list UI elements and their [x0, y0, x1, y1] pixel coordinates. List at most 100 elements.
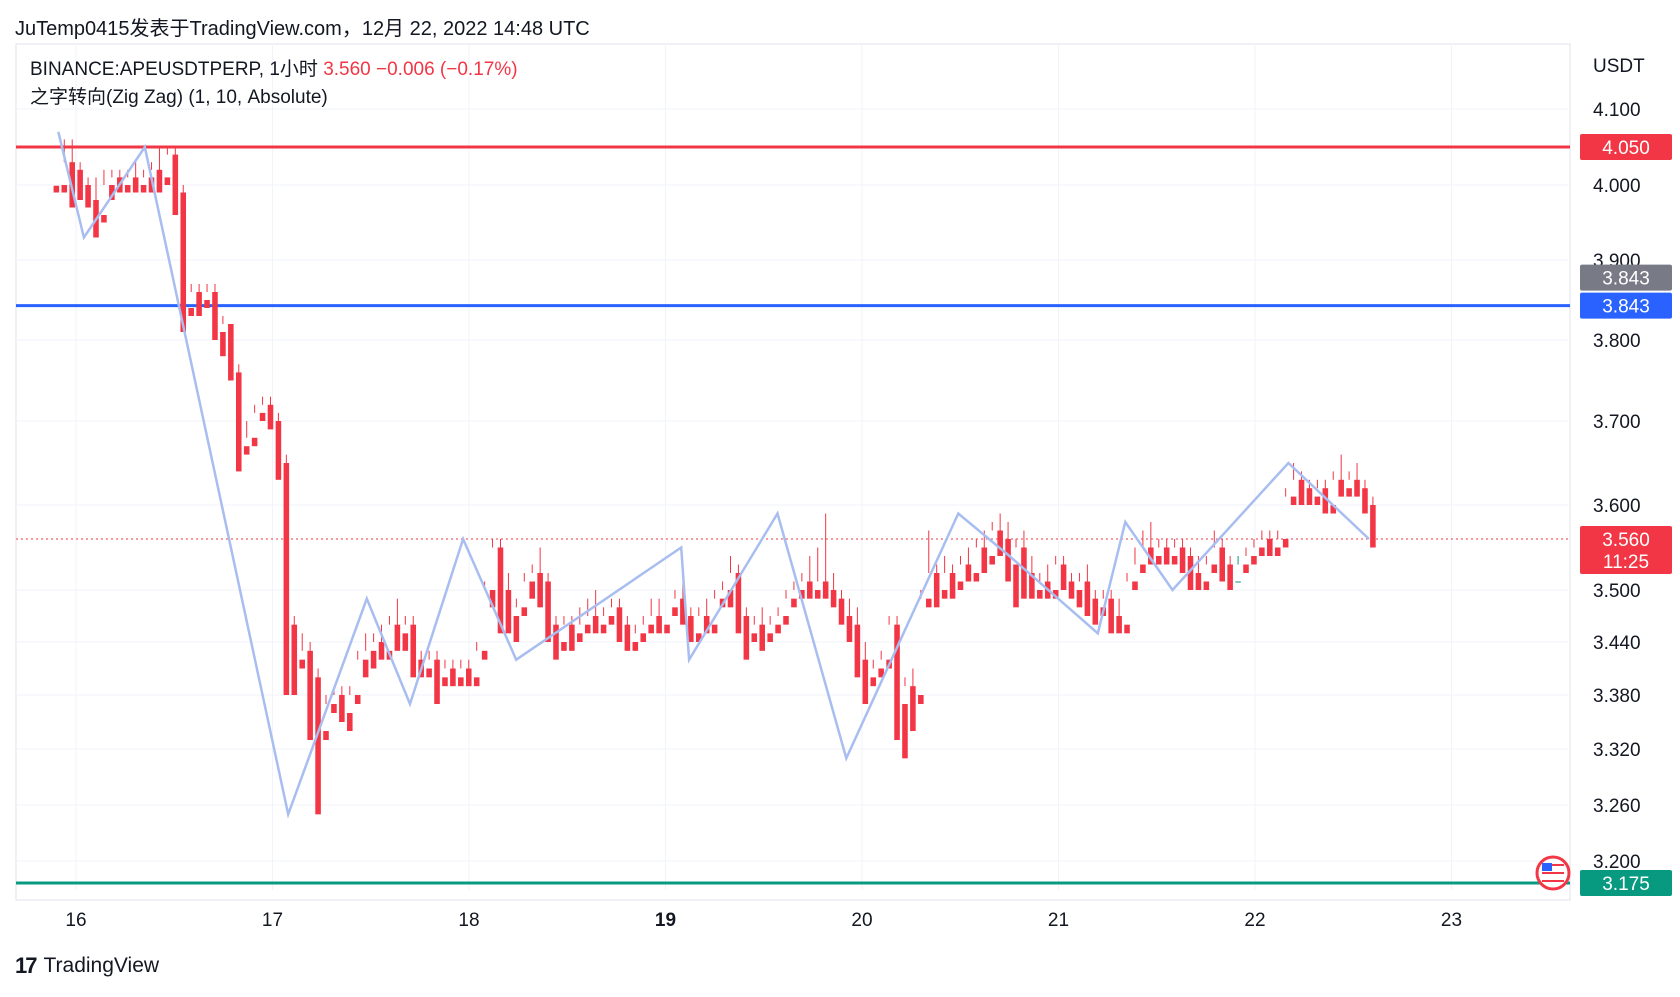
- y-tick-label: 3.380: [1593, 686, 1641, 707]
- candle-body: [85, 185, 91, 208]
- candle-body: [132, 177, 139, 193]
- candle-body: [156, 169, 163, 193]
- y-tick-label: 3.200: [1593, 852, 1641, 873]
- candle-body: [759, 624, 765, 651]
- candle-body: [1362, 488, 1368, 514]
- candle-body: [1068, 581, 1075, 599]
- current-price-badge-countdown: 11:25: [1603, 552, 1649, 573]
- x-tick-label: 16: [65, 910, 86, 931]
- candle-body: [1211, 564, 1218, 573]
- candle-body: [775, 624, 781, 634]
- candle-body: [640, 633, 647, 642]
- indicator-label[interactable]: 之字转向(Zig Zag) (1, 10, Absolute): [30, 87, 328, 108]
- candle-body: [204, 300, 210, 308]
- candle-body: [1259, 547, 1265, 556]
- x-tick-label: 23: [1441, 910, 1462, 931]
- candle-body: [1060, 564, 1067, 590]
- candle-body: [1314, 496, 1321, 505]
- candle-body: [1354, 479, 1360, 497]
- candle-body: [965, 564, 972, 582]
- candle-body: [957, 581, 964, 590]
- candle-body: [1298, 479, 1305, 505]
- candle-body: [838, 598, 845, 625]
- candle-body: [656, 616, 662, 634]
- candle-body: [561, 642, 567, 651]
- current-price-badge-bg: [1580, 526, 1672, 574]
- candle-body: [61, 185, 68, 193]
- candle-body: [624, 624, 631, 651]
- legend-change: −0.006 (−0.17%): [376, 59, 518, 80]
- candle-body: [442, 677, 448, 687]
- candle-body: [307, 650, 313, 740]
- candle-body: [394, 624, 401, 651]
- candle-body: [1322, 488, 1329, 514]
- candle-body: [537, 573, 543, 608]
- candle-body: [101, 215, 107, 223]
- candle-body: [473, 677, 480, 687]
- candle-body: [577, 633, 583, 642]
- candle-body: [933, 573, 940, 608]
- y-tick-label: 3.800: [1593, 331, 1641, 352]
- x-tick-label: 19: [655, 910, 676, 931]
- candle-body: [569, 624, 575, 651]
- symbol-label[interactable]: BINANCE:APEUSDTPERP, 1小时: [30, 59, 318, 80]
- candle-body: [1132, 581, 1138, 590]
- candle-body: [632, 642, 639, 651]
- candle-body: [458, 677, 464, 687]
- candle-body: [148, 177, 155, 193]
- candle-body: [862, 659, 869, 704]
- candle-body: [53, 185, 60, 193]
- candle-body: [949, 573, 956, 599]
- candle-body: [751, 633, 758, 642]
- flag-canton: [1542, 863, 1552, 871]
- candle-body: [267, 404, 274, 430]
- candle-body: [1116, 616, 1122, 634]
- candle-body: [854, 624, 861, 678]
- candle-body: [727, 590, 734, 608]
- candle-body: [600, 624, 607, 634]
- candle-body: [695, 633, 702, 642]
- candle-body: [1195, 573, 1202, 590]
- currency-label: USDT: [1593, 56, 1645, 77]
- candle-body: [672, 607, 678, 616]
- candle-body: [910, 686, 916, 731]
- candle-body: [822, 581, 829, 599]
- candle-body: [545, 581, 551, 642]
- candle-body: [124, 185, 131, 193]
- candle-body: [235, 372, 242, 472]
- current-price-badge-label: 3.560: [1602, 530, 1650, 551]
- candle-body: [251, 437, 258, 447]
- y-tick-label: 3.320: [1593, 740, 1641, 761]
- candle-body: [1076, 590, 1083, 608]
- candle-body: [553, 624, 559, 660]
- candle-body: [315, 677, 321, 815]
- candle-body: [1370, 505, 1376, 548]
- candle-body: [703, 616, 710, 634]
- candle-body: [378, 642, 385, 660]
- candle-body: [664, 624, 670, 634]
- candle-body: [1140, 564, 1146, 573]
- candle-body: [688, 616, 694, 642]
- candle-body: [941, 590, 948, 599]
- candle-body: [870, 677, 877, 687]
- y-tick-label: 4.100: [1593, 100, 1641, 121]
- y-tick-label: 3.700: [1593, 412, 1641, 433]
- level-badge-label: 4.050: [1602, 138, 1650, 159]
- plot-frame: [15, 43, 1571, 901]
- footer-brand[interactable]: 17 TradingView: [15, 953, 159, 979]
- candle-body: [894, 624, 900, 740]
- y-tick-label: 3.600: [1593, 496, 1641, 517]
- candle-body: [339, 695, 345, 722]
- candle-body: [1346, 488, 1352, 497]
- candle-body: [767, 633, 773, 642]
- candle-body: [77, 169, 83, 200]
- candle-body: [323, 731, 329, 740]
- candle-body: [1251, 556, 1257, 565]
- candle-body: [434, 659, 440, 704]
- tradingview-logo-icon: 17: [15, 953, 38, 978]
- candle-body: [1282, 539, 1289, 548]
- candle-body: [791, 598, 797, 608]
- candle-body: [347, 713, 353, 731]
